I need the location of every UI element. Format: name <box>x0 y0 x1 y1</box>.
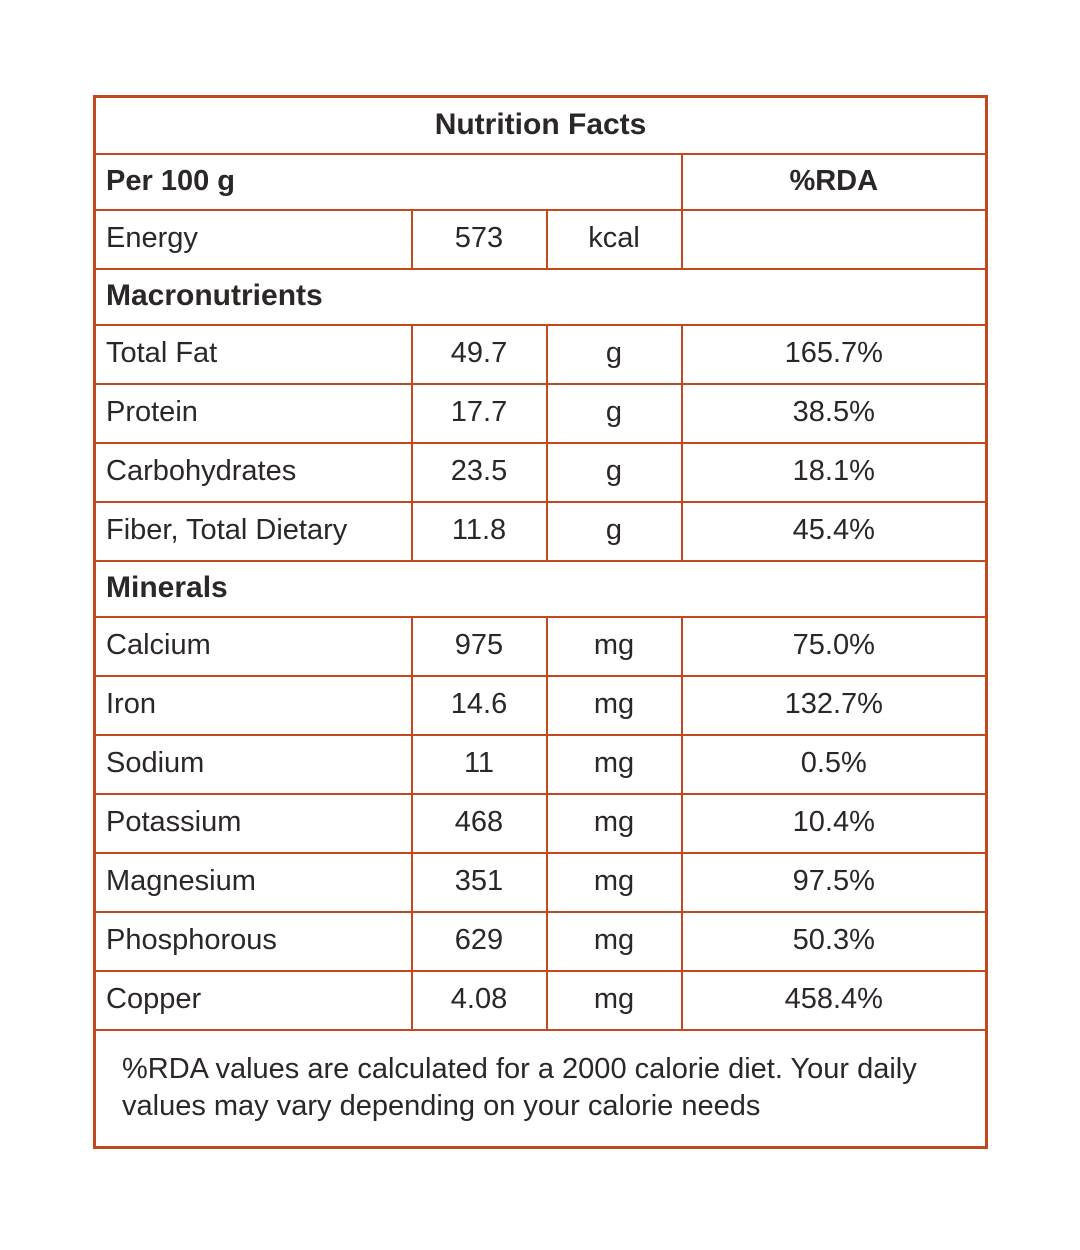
nutrient-label: Sodium <box>93 733 413 795</box>
table-title-row: Nutrition Facts <box>93 95 988 155</box>
nutrient-rda: 18.1% <box>680 441 988 503</box>
nutrient-rda: 0.5% <box>680 733 988 795</box>
nutrient-label-energy: Energy <box>93 208 413 270</box>
table-row: Copper 4.08 mg 458.4% <box>93 969 988 1031</box>
table-row: Calcium 975 mg 75.0% <box>93 615 988 677</box>
nutrient-value: 49.7 <box>410 323 548 385</box>
nutrient-unit: g <box>545 441 683 503</box>
serving-size-header: Per 100 g <box>93 152 683 211</box>
nutrient-rda: 45.4% <box>680 500 988 562</box>
nutrient-label: Fiber, Total Dietary <box>93 500 413 562</box>
nutrient-label: Copper <box>93 969 413 1031</box>
table-row: Phosphorous 629 mg 50.3% <box>93 910 988 972</box>
nutrient-label: Iron <box>93 674 413 736</box>
nutrient-unit: mg <box>545 674 683 736</box>
section-heading-minerals: Minerals <box>93 559 988 618</box>
section-heading-minerals-row: Minerals <box>93 559 988 618</box>
nutrient-value: 14.6 <box>410 674 548 736</box>
nutrient-rda: 132.7% <box>680 674 988 736</box>
nutrient-rda: 75.0% <box>680 615 988 677</box>
nutrient-label: Magnesium <box>93 851 413 913</box>
nutrient-value: 23.5 <box>410 441 548 503</box>
nutrient-rda: 165.7% <box>680 323 988 385</box>
table-row: Magnesium 351 mg 97.5% <box>93 851 988 913</box>
nutrient-value: 11 <box>410 733 548 795</box>
nutrient-unit: mg <box>545 733 683 795</box>
nutrient-value: 11.8 <box>410 500 548 562</box>
table-row: Total Fat 49.7 g 165.7% <box>93 323 988 385</box>
nutrient-unit: mg <box>545 615 683 677</box>
section-heading-macronutrients-row: Macronutrients <box>93 267 988 326</box>
nutrient-rda: 458.4% <box>680 969 988 1031</box>
table-row: Potassium 468 mg 10.4% <box>93 792 988 854</box>
nutrient-unit-energy: kcal <box>545 208 683 270</box>
nutrient-rda: 50.3% <box>680 910 988 972</box>
nutrient-label: Total Fat <box>93 323 413 385</box>
nutrient-unit: mg <box>545 792 683 854</box>
nutrient-unit: g <box>545 500 683 562</box>
table-title: Nutrition Facts <box>93 95 988 155</box>
nutrient-unit: g <box>545 382 683 444</box>
nutrient-value-energy: 573 <box>410 208 548 270</box>
energy-row: Energy 573 kcal <box>93 208 988 270</box>
nutrient-rda-energy <box>680 208 988 270</box>
table-row: Protein 17.7 g 38.5% <box>93 382 988 444</box>
nutrient-unit: g <box>545 323 683 385</box>
nutrient-label: Protein <box>93 382 413 444</box>
nutrient-label: Calcium <box>93 615 413 677</box>
section-heading-macronutrients: Macronutrients <box>93 267 988 326</box>
nutrient-rda: 97.5% <box>680 851 988 913</box>
nutrient-unit: mg <box>545 910 683 972</box>
rda-column-header: %RDA <box>680 152 988 211</box>
nutrient-value: 468 <box>410 792 548 854</box>
nutrient-unit: mg <box>545 851 683 913</box>
nutrient-value: 629 <box>410 910 548 972</box>
nutrition-facts-table: Nutrition Facts Per 100 g %RDA Energy 57… <box>93 95 989 1149</box>
nutrient-label: Carbohydrates <box>93 441 413 503</box>
nutrient-value: 4.08 <box>410 969 548 1031</box>
nutrient-value: 17.7 <box>410 382 548 444</box>
table-row: Iron 14.6 mg 132.7% <box>93 674 988 736</box>
table-row: Fiber, Total Dietary 11.8 g 45.4% <box>93 500 988 562</box>
nutrient-value: 975 <box>410 615 548 677</box>
table-row: Sodium 11 mg 0.5% <box>93 733 988 795</box>
table-header-row: Per 100 g %RDA <box>93 152 988 211</box>
nutrient-rda: 38.5% <box>680 382 988 444</box>
table-row: Carbohydrates 23.5 g 18.1% <box>93 441 988 503</box>
footnote-row: %RDA values are calculated for a 2000 ca… <box>93 1028 988 1149</box>
rda-footnote: %RDA values are calculated for a 2000 ca… <box>93 1028 988 1149</box>
nutrient-rda: 10.4% <box>680 792 988 854</box>
nutrient-label: Potassium <box>93 792 413 854</box>
nutrient-unit: mg <box>545 969 683 1031</box>
nutrient-value: 351 <box>410 851 548 913</box>
nutrient-label: Phosphorous <box>93 910 413 972</box>
